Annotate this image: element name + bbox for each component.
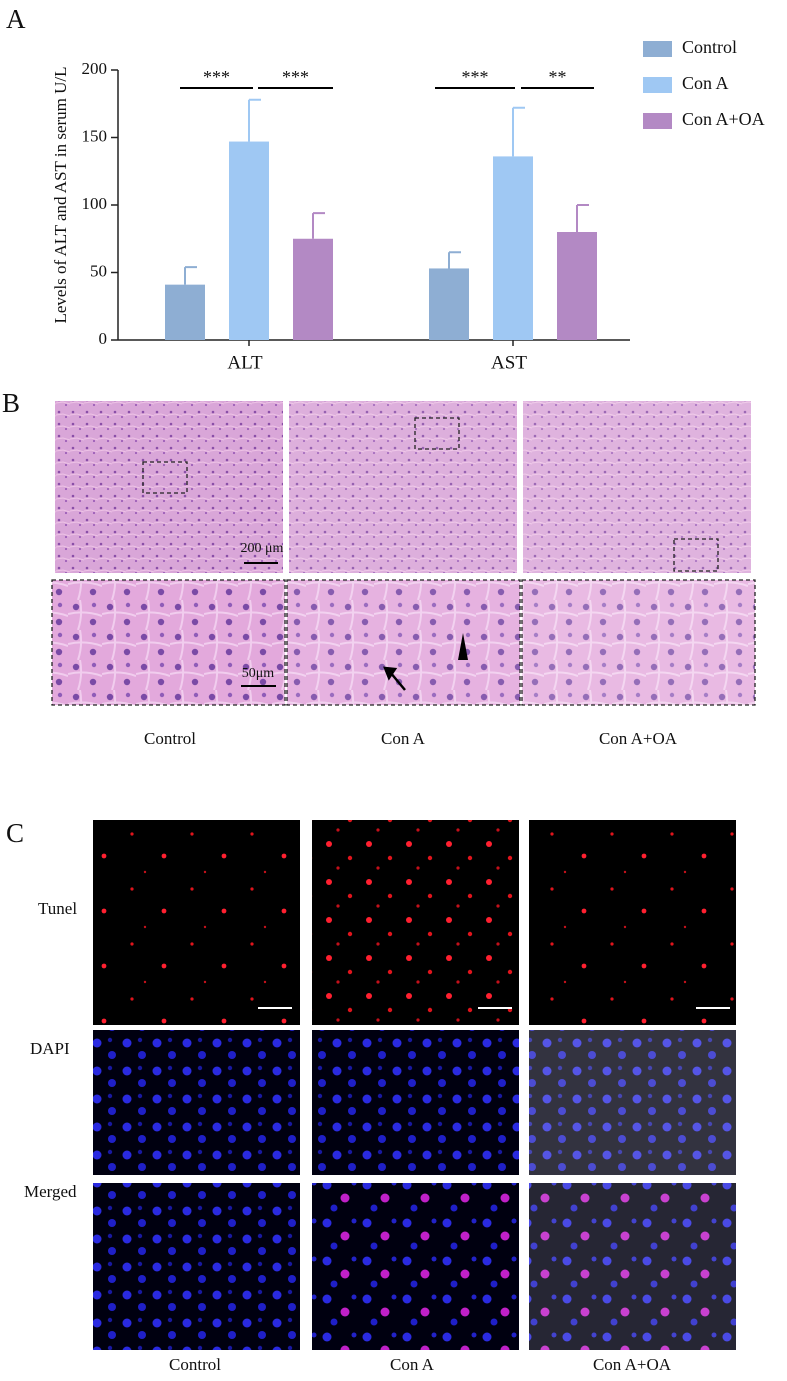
arrowhead [458,633,468,660]
row-label: Tunel [38,899,77,918]
micrograph [52,580,285,705]
panel-label: C [6,818,24,848]
group-label: Con A [390,1355,435,1374]
legend-label: Con A [682,73,729,93]
frame [51,579,286,706]
panel-label: A [6,4,26,34]
micrograph [312,820,519,1025]
row-label: Merged [24,1182,77,1201]
micrograph [93,1183,300,1350]
legend-swatch [643,77,672,93]
legend-label: Con A+OA [682,109,765,129]
y-axis-title: Levels of ALT and AST in serum U/L [51,66,70,323]
error-bar [512,106,525,157]
legend-swatch [643,113,672,129]
significance-label: *** [462,67,489,87]
bar [557,232,597,340]
bar [429,268,469,340]
x-tick-label: AST [491,352,527,373]
error-bar [576,204,589,232]
error-bar [248,98,261,142]
significance-label: ** [549,67,567,87]
histology-panel: 200 μm 50μm Control Con A Con A+OA [51,401,756,748]
micrograph [312,1183,519,1350]
group-label: Con A+OA [593,1355,672,1374]
bar [493,156,533,340]
row-label: DAPI [30,1039,70,1058]
legend-label: Control [682,37,737,57]
scale-label: 200 μm [241,541,284,556]
fluorescence-panel: Tunel DAPI Merged Control Con A Con A+OA [24,820,736,1374]
y-tick-label: 200 [82,59,108,78]
micrograph [529,820,736,1025]
significance-label: *** [282,67,309,87]
y-tick-label: 100 [82,194,108,213]
group-label: Con A+OA [599,729,678,748]
x-tick-label: ALT [227,352,263,373]
bar [165,284,205,340]
frame [521,579,756,706]
zoom-box [414,417,460,450]
micrograph [93,820,300,1025]
micrograph [55,401,283,573]
legend-swatch [643,41,672,57]
micrograph [529,1030,736,1175]
frame [286,579,521,706]
scale-label: 50μm [242,666,275,681]
error-bar [312,212,325,239]
error-bar [448,251,461,269]
micrograph [522,580,755,705]
micrograph [289,401,517,573]
zoom-box [142,461,188,494]
micrograph [312,1030,519,1175]
y-tick-label: 150 [82,126,108,145]
group-label: Control [169,1355,221,1374]
micrograph [529,1183,736,1350]
arrow [383,666,406,691]
bar [229,141,269,340]
group-label: Control [144,729,196,748]
significance-label: *** [203,67,230,87]
micrograph [287,580,520,705]
zoom-box [673,538,719,572]
group-label: Con A [381,729,426,748]
bar [293,238,333,340]
micrograph [523,401,751,573]
error-bar [184,266,197,285]
panel-label: B [2,388,20,418]
micrograph [93,1030,300,1175]
y-tick-label: 0 [99,329,108,348]
y-tick-label: 50 [90,261,107,280]
